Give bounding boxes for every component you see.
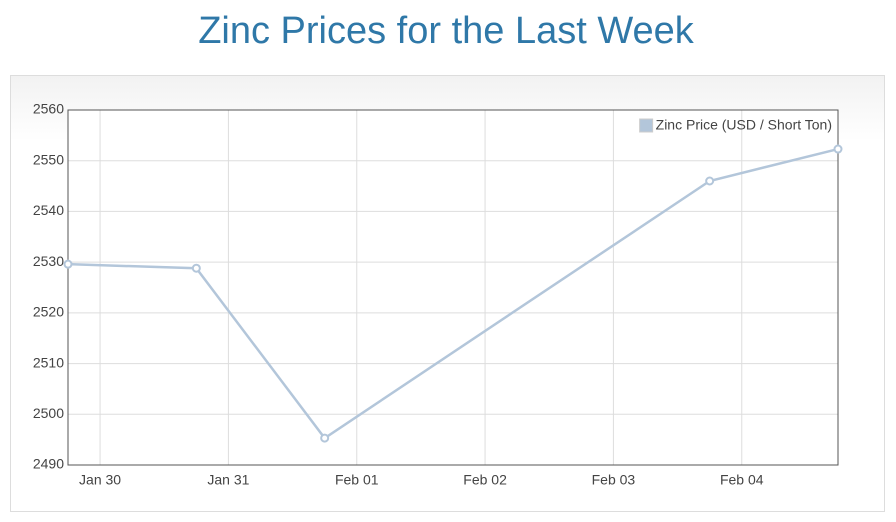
data-point [833,144,843,154]
y-tick-label: 2540 [33,202,64,218]
x-tick-label: Jan 31 [207,472,249,488]
y-tick-label: 2560 [33,101,64,117]
chart-title: Zinc Prices for the Last Week [198,10,695,52]
data-point [63,259,73,269]
x-tick-label: Feb 04 [720,472,764,488]
x-tick-label: Feb 03 [592,472,636,488]
legend-label: Zinc Price (USD / Short Ton) [656,117,832,133]
plot-border [67,109,839,466]
x-tick-label: Feb 01 [335,472,379,488]
y-tick-label: 2530 [33,253,64,269]
legend-swatch [639,118,654,133]
data-point [705,176,715,186]
x-tick-label: Jan 30 [79,472,121,488]
y-tick-label: 2520 [33,304,64,320]
y-tick-label: 2510 [33,354,64,370]
data-point [320,433,330,443]
x-tick-label: Feb 02 [463,472,507,488]
data-point [191,263,201,273]
y-tick-label: 2490 [33,456,64,472]
plot-background [68,110,838,465]
y-tick-label: 2500 [33,405,64,421]
y-tick-label: 2550 [33,151,64,167]
